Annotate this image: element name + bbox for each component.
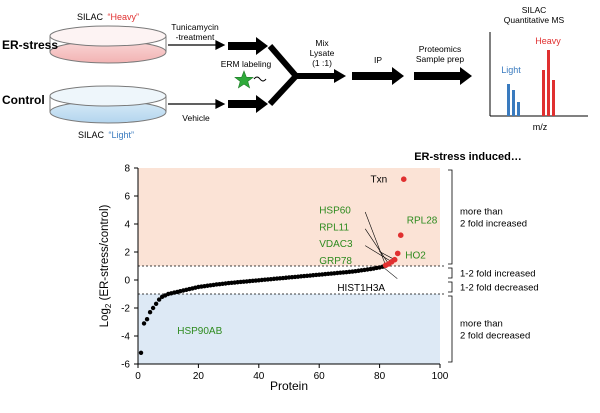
vehicle-label: Vehicle [182, 113, 210, 123]
proteomics-label-1: Proteomics [419, 44, 462, 54]
region-label-0-1: 2 fold increased [460, 219, 527, 230]
ms-title-2: Quantitative MS [504, 15, 565, 25]
data-point-2 [144, 317, 150, 322]
x-tick-label-60: 60 [314, 371, 326, 382]
ms-title-1: SILAC [522, 5, 547, 15]
region-label-0-0: more than [460, 207, 503, 218]
proteomics-arrow [414, 67, 472, 85]
x-tick-label-0: 0 [135, 371, 141, 382]
annotation-label-0: Txn [371, 175, 388, 186]
y-tick-label-0: 0 [124, 276, 130, 287]
annotation-label-2: RPL11 [319, 222, 349, 233]
region-label-3-0: more than [460, 319, 503, 330]
y-tick-label-6: 6 [124, 192, 130, 203]
workflow-diagram: SILAC “Heavy” SILAC “Light” ER-stress Co… [2, 5, 588, 140]
tunicamycin-label: Tunicamycin [171, 22, 219, 32]
data-point-4 [150, 305, 156, 311]
annotation-label-3: VDAC3 [319, 239, 353, 250]
annotation-leader-2 [364, 228, 389, 265]
ms-spectrum [489, 32, 588, 117]
treatment-arrows [168, 40, 226, 109]
ip-arrow [352, 67, 404, 85]
x-tick-label-100: 100 [432, 371, 449, 382]
data-point-84 [391, 256, 398, 263]
x-tick-label-40: 40 [253, 371, 265, 382]
data-point-5 [153, 301, 159, 306]
mix-label-1: Mix [315, 38, 329, 48]
proteomics-label-2: Sample prep [416, 54, 464, 64]
y-tick-label-4: 4 [124, 220, 130, 231]
y-tick-label--6: -6 [121, 360, 130, 371]
silac-heavy-label: SILAC “Heavy” [77, 12, 139, 22]
x-tick-label-80: 80 [374, 371, 386, 382]
ms-heavy-peak-1 [542, 70, 545, 116]
ms-light-peak-3 [517, 102, 520, 116]
region-band-0 [138, 168, 440, 266]
tunicamycin-label-2: -treatment [176, 32, 215, 42]
squiggle-icon [253, 76, 267, 82]
annotation-label-8: HSP90AB [177, 326, 222, 337]
data-point-3 [147, 310, 153, 315]
region-brace-3 [448, 295, 453, 363]
annotation-label-5: RPL28 [407, 215, 438, 226]
ms-light-peak-1 [507, 84, 510, 116]
control-row-label: Control [2, 93, 45, 107]
heavy-culture-dish [49, 25, 167, 64]
data-point-86 [397, 232, 404, 238]
ms-heavy-peak-3 [552, 80, 555, 116]
labeling-arrows [228, 37, 268, 113]
y-tick-label--2: -2 [121, 304, 130, 315]
mix-label-2: Lysate [310, 48, 335, 58]
ip-label: IP [374, 55, 382, 65]
ms-heavy-label: Heavy [535, 36, 561, 46]
erm-labeling-label: ERM labeling [221, 59, 272, 69]
merge-arrow [267, 44, 334, 107]
annotation-leader-4 [379, 251, 395, 260]
data-point-85 [394, 250, 401, 257]
mix-label-3: (1 :1) [312, 58, 332, 68]
ms-xlabel: m/z [533, 122, 548, 132]
region-brace-2 [448, 281, 453, 293]
annotation-label-1: HSP60 [319, 206, 351, 217]
region-band-3 [138, 294, 440, 364]
light-culture-dish [49, 85, 167, 124]
data-point-1 [141, 321, 147, 326]
silac-light-label: SILAC “Light” [78, 130, 134, 140]
data-point-0 [138, 350, 144, 355]
data-point-87 [400, 176, 407, 182]
ms-heavy-peak-2 [547, 50, 550, 116]
y-tick-label-8: 8 [124, 164, 130, 175]
annotation-leader-7 [382, 266, 398, 279]
region-brace-1 [448, 267, 453, 279]
region-brace-0 [448, 169, 453, 265]
annotation-label-7: HIST1H3A [337, 283, 385, 294]
ms-light-label: Light [501, 65, 521, 75]
data-point-6 [156, 297, 162, 302]
region-label-1-0: 1-2 fold increased [460, 269, 536, 280]
annotation-leader-1 [364, 211, 386, 266]
y-tick-label--4: -4 [121, 332, 130, 343]
merge-arrow-head [334, 69, 346, 83]
star-icon [234, 70, 254, 89]
ms-light-peak-2 [512, 90, 515, 116]
y-tick-label-2: 2 [124, 248, 130, 259]
region-label-3-1: 2 fold decreased [460, 331, 530, 342]
chart-heading: ER-stress induced… [414, 151, 522, 163]
annotation-label-4: GRP78 [319, 256, 352, 267]
annotation-label-6: HO2 [405, 250, 426, 261]
er-stress-row-label: ER-stress [2, 38, 58, 52]
x-axis-label: Protein [270, 379, 308, 393]
region-label-2-0: 1-2 fold decreased [460, 283, 539, 294]
annotation-leader-3 [365, 245, 392, 263]
x-tick-label-20: 20 [193, 371, 205, 382]
y-axis-label: Log2 (ER-stress/control) [99, 204, 113, 327]
